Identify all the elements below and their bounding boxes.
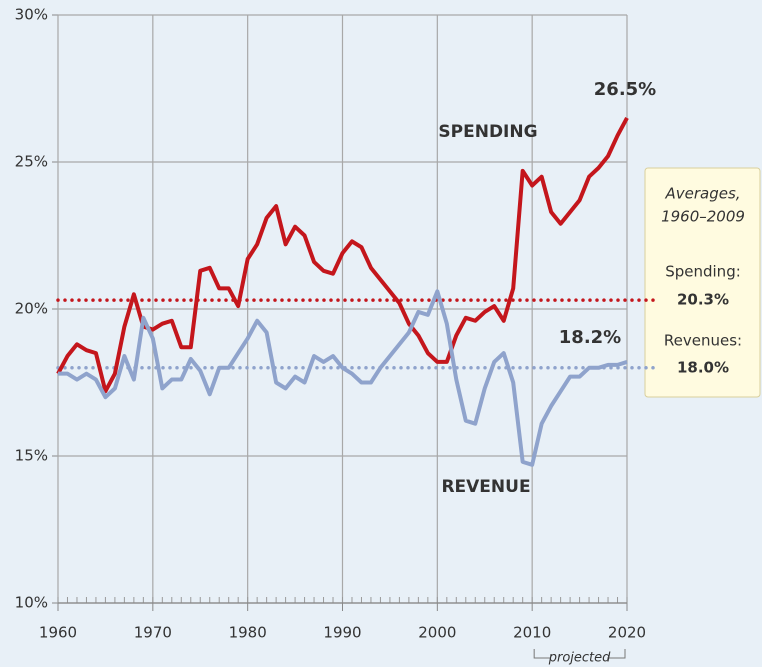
- y-tick-label: 10%: [15, 594, 48, 612]
- y-tick-label: 20%: [15, 300, 48, 318]
- end-label: 26.5%: [594, 79, 656, 100]
- series-label: SPENDING: [438, 122, 537, 142]
- y-tick-label: 15%: [15, 447, 48, 465]
- projected-label: projected: [548, 651, 611, 666]
- average-name: Revenues:: [664, 332, 742, 350]
- series-label: REVENUE: [441, 477, 530, 497]
- averages-box: [644, 167, 761, 398]
- averages-title: 1960–2009: [661, 208, 745, 226]
- x-tick-label: 1970: [134, 624, 172, 642]
- y-tick-label: 25%: [15, 153, 48, 171]
- average-label: 18.0%: [677, 358, 729, 376]
- end-label: 18.2%: [559, 327, 621, 348]
- series-line: [56, 116, 629, 394]
- x-tick-label: 2000: [418, 624, 456, 642]
- average-label: 20.3%: [677, 291, 729, 309]
- average-name: Spending:: [665, 263, 741, 281]
- x-tick-label: 2020: [608, 624, 646, 642]
- x-tick-label: 2010: [513, 624, 551, 642]
- x-tick-label: 1990: [323, 624, 361, 642]
- x-tick-label: 1980: [229, 624, 267, 642]
- y-tick-label: 30%: [15, 6, 48, 24]
- x-tick-label: 1960: [39, 624, 77, 642]
- projected-bracket: [533, 649, 626, 659]
- series-line: [58, 289, 628, 467]
- averages-title: Averages,: [664, 185, 740, 203]
